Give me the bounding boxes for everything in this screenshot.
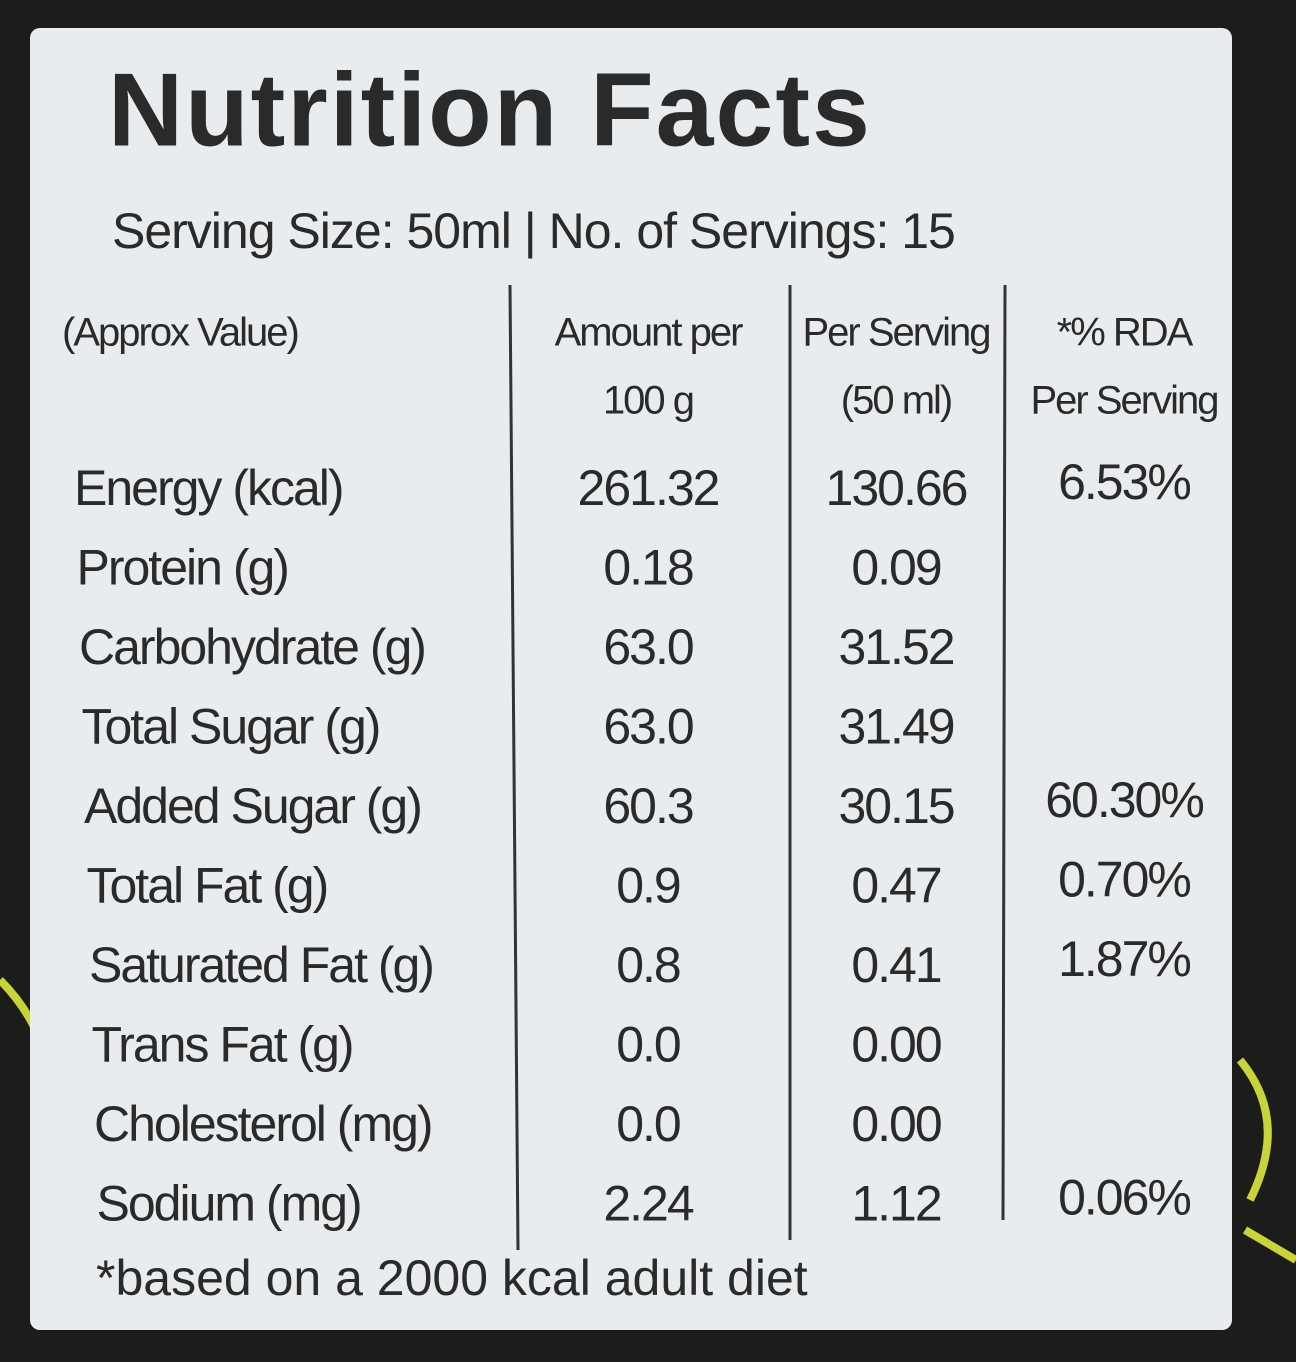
nutrient-value: 2.24	[603, 1176, 694, 1232]
nutrient-value: 1.12	[851, 1176, 941, 1232]
nutrient-value: 0.00	[851, 1096, 941, 1152]
nutrient-value: 130.66	[826, 460, 967, 516]
nutrient-value: 6.53%	[1058, 454, 1190, 510]
column-header: Amount per	[555, 311, 743, 355]
nutrient-value: 1.87%	[1058, 931, 1190, 987]
serving-info: Serving Size: 50ml | No. of Servings: 15	[112, 203, 955, 259]
nutrient-name: Total Sugar (g)	[82, 699, 380, 755]
column-header: Per Serving	[803, 311, 990, 355]
nutrient-name: Cholesterol (mg)	[94, 1096, 432, 1152]
nutrient-value: 0.70%	[1058, 852, 1190, 908]
column-header: (50 ml)	[841, 379, 951, 423]
column-header: *% RDA	[1057, 311, 1194, 355]
nutrient-name: Saturated Fat (g)	[89, 937, 433, 993]
column-divider	[508, 284, 520, 1251]
nutrient-value: 0.8	[616, 937, 680, 993]
nutrient-value: 0.9	[616, 858, 680, 914]
nutrient-name: Trans Fat (g)	[92, 1017, 353, 1073]
nutrient-name: Sodium (mg)	[97, 1176, 361, 1232]
nutrient-value: 0.0	[616, 1096, 680, 1152]
nutrient-value: 0.18	[603, 540, 693, 596]
nutrient-value: 60.3	[603, 778, 693, 834]
column-divider	[1001, 284, 1007, 1221]
nutrient-name: Carbohydrate (g)	[79, 619, 425, 675]
nutrient-name: Total Fat (g)	[87, 858, 328, 914]
nutrient-value: 261.32	[578, 460, 719, 516]
nutrient-value: 63.0	[603, 699, 693, 755]
nutrient-name: Protein (g)	[77, 540, 288, 596]
nutrient-name: Energy (kcal)	[74, 460, 343, 516]
nutrient-value: 0.00	[851, 1017, 941, 1073]
nutrient-value: 0.47	[851, 858, 941, 914]
nutrient-value: 0.09	[851, 540, 941, 596]
nutrient-value: 0.0	[616, 1017, 680, 1073]
label	[30, 28, 1232, 1330]
nutrient-value: 63.0	[603, 619, 693, 675]
column-header: (Approx Value)	[62, 311, 298, 355]
footnote: *based on a 2000 kcal adult diet	[96, 1250, 808, 1306]
nutrient-value: 0.41	[851, 937, 941, 993]
column-header: Per Serving	[1031, 379, 1218, 423]
nutrient-value: 60.30%	[1045, 772, 1203, 828]
nutrient-value: 0.06%	[1058, 1170, 1190, 1226]
title: Nutrition Facts	[108, 52, 872, 168]
nutrient-value: 31.49	[838, 699, 953, 755]
nutrient-value: 31.52	[838, 619, 953, 675]
nutrient-name: Added Sugar (g)	[84, 778, 421, 834]
nutrient-value: 30.15	[838, 778, 953, 834]
column-header: 100 g	[603, 379, 693, 423]
